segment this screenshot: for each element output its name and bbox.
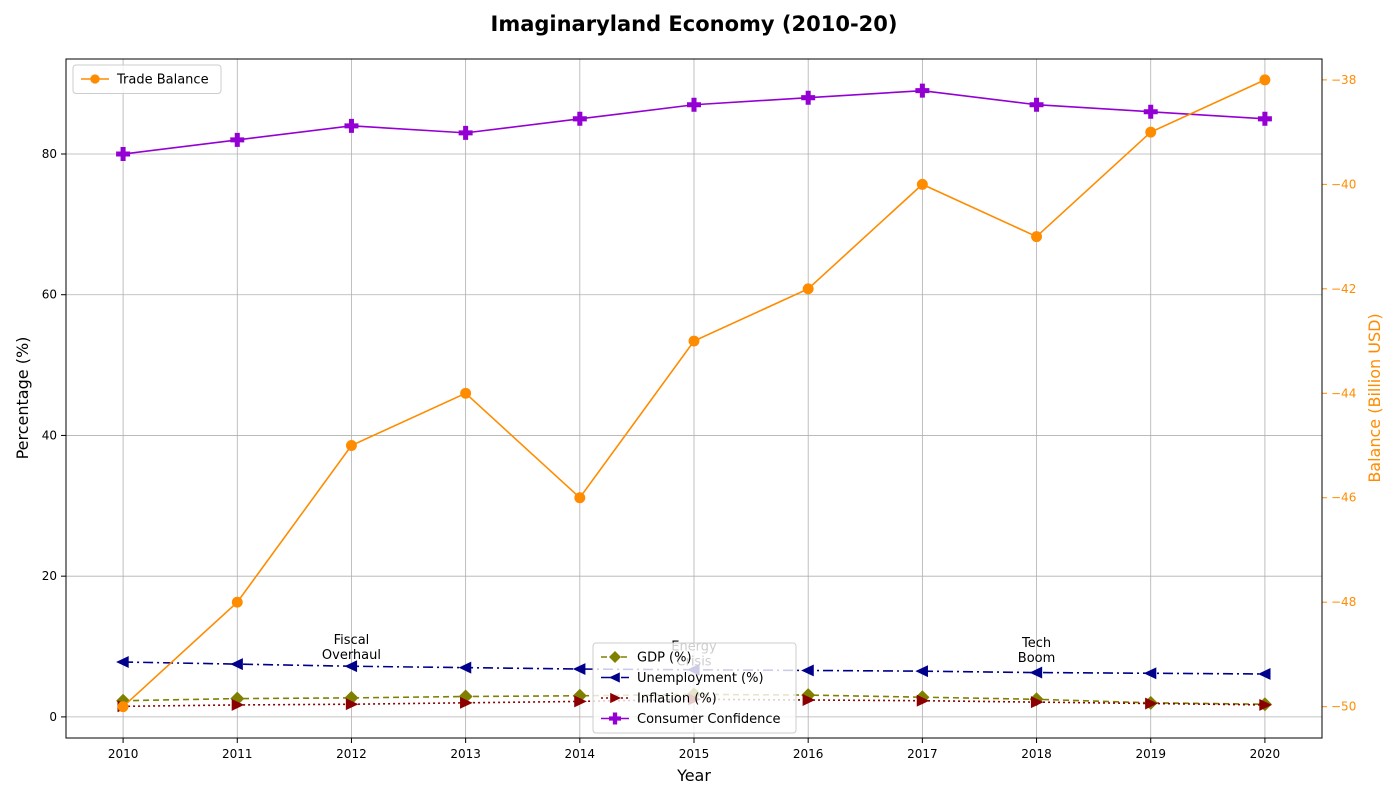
annotation-tech-boom: Tech Boom [1018,636,1056,666]
data-point [1259,698,1272,711]
data-point [231,698,245,711]
y2-tick-label: −50 [1331,700,1356,714]
legend-label: Consumer Confidence [637,712,781,727]
legend-box [592,642,797,734]
y2-tick-label: −38 [1331,73,1356,87]
data-point [1145,697,1158,710]
legend-marker [609,672,620,683]
annotation-fiscal-overhaul: Fiscal Overhaul [322,633,381,663]
series-trade-balance [117,74,1271,713]
data-point [117,701,129,713]
data-point [345,698,359,711]
data-point [802,694,816,706]
y-tick-label: 40 [42,428,57,442]
data-point [1143,667,1157,680]
data-point [344,118,359,133]
data-point [1145,126,1157,138]
data-point [572,663,586,675]
y-tick-label: 0 [49,710,57,724]
data-point [458,661,472,674]
x-tick-label: 2017 [907,747,938,761]
legend-main: GDP (%) Unemployment (%) Inflation (%) Cons… [592,642,797,734]
data-point [116,146,131,161]
data-point [574,492,586,504]
x-tick-label: 2014 [565,747,596,761]
legend-label: Trade Balance [116,73,209,88]
data-point [1257,668,1271,680]
data-point [344,660,358,673]
data-point [460,387,472,399]
data-point [231,596,243,608]
legend-label: GDP (%) [637,651,692,666]
data-point [116,656,129,668]
x-tick-label: 2015 [679,747,710,761]
legend-marker [609,712,621,725]
x-tick-label: 2020 [1250,747,1281,761]
data-point [915,665,928,678]
series-consumer-confidence [116,83,1272,161]
data-point [801,664,814,677]
data-point [802,283,814,295]
legend-marker [610,692,621,704]
data-point [1259,74,1271,86]
axes: 2010 2011 2012 2013 2014 2015 2016 2017 2018 2019… [42,58,1356,761]
data-point [1030,696,1044,709]
data-point [1029,666,1043,679]
y2-tick-label: −42 [1331,282,1356,296]
x-tick-label: 2019 [1135,747,1166,761]
data-point [230,132,245,147]
data-point [230,658,243,671]
legend-marker [609,651,621,663]
annotation-line: Fiscal [334,633,370,648]
data-point [460,696,473,709]
legend-secondary: Trade Balance [72,64,222,94]
annotation-line: Overhaul [322,648,381,663]
data-point [574,695,587,708]
data-point [572,111,587,126]
data-point [688,335,700,347]
y2-tick-label: −44 [1331,386,1356,400]
data-point [801,90,816,105]
plot-frame [65,58,1323,739]
data-point [345,440,357,451]
y-tick-label: 60 [42,288,57,302]
x-tick-label: 2012 [336,747,367,761]
x-tick-label: 2010 [108,747,139,761]
y-tick-label: 20 [42,569,57,583]
data-point [1029,97,1044,112]
chart-title: Imaginaryland Economy (2010-20) [491,12,898,36]
x-tick-label: 2018 [1021,747,1052,761]
y2-tick-label: −40 [1331,177,1356,191]
x-tick-label: 2013 [450,747,481,761]
y2-axis-label: Balance (Billion USD) [1365,313,1384,482]
data-point [687,97,701,112]
annotation-line: Tech [1021,636,1051,651]
y2-tick-label: −46 [1331,491,1356,505]
annotation-line: Boom [1018,651,1056,666]
grid [66,59,1322,738]
x-tick-label: 2011 [222,747,253,761]
legend-marker [90,74,100,84]
y-tick-label: 80 [42,147,57,161]
data-point [1143,104,1158,119]
y-axis-label: Percentage (%) [13,337,32,460]
x-tick-label: 2016 [793,747,824,761]
legend-box [72,64,222,94]
legend-label: Inflation (%) [637,692,717,707]
y2-tick-label: −48 [1331,595,1356,609]
data-point [916,694,930,707]
data-point [1257,111,1272,126]
data-point [1031,231,1043,243]
data-point [915,83,930,98]
legends: GDP (%) Unemployment (%) Inflation (%) Cons… [72,64,797,734]
data-point [916,178,928,190]
legend-label: Unemployment (%) [637,671,764,686]
x-axis-label: Year [676,766,711,785]
data-point [458,125,473,140]
